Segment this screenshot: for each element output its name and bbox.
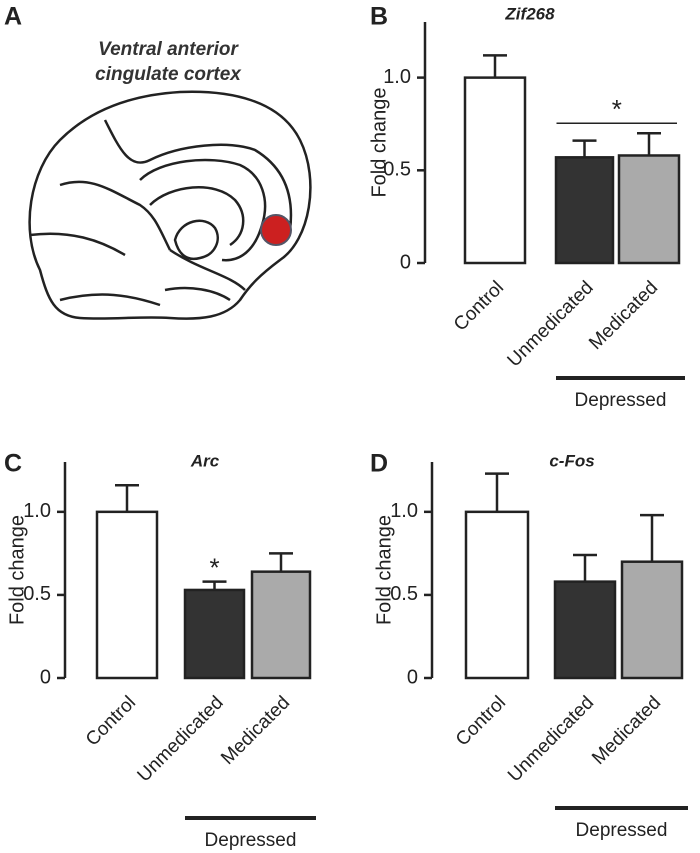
bar: [620, 560, 684, 680]
x-tick-label: Medicated: [588, 692, 665, 769]
y-axis-label: Fold change: [6, 515, 28, 625]
y-tick-label: 1.0: [383, 66, 411, 88]
panel-label: C: [4, 450, 22, 478]
y-tick-label: 0: [40, 666, 51, 688]
bar: [464, 510, 530, 680]
x-tick-label: Medicated: [217, 692, 294, 769]
bar: [463, 76, 527, 265]
chart-title: Arc: [190, 451, 220, 470]
y-axis-label: Fold change: [373, 515, 395, 625]
group-label: Depressed: [205, 830, 297, 851]
region-marker: [260, 214, 292, 246]
group-label: Depressed: [576, 820, 668, 841]
x-tick-label: Unmedicated: [504, 692, 598, 786]
diagram-title: Ventral anterior: [98, 39, 239, 60]
y-tick-label: 0: [400, 251, 411, 273]
group-label: Depressed: [575, 390, 667, 411]
significance-marker: *: [612, 94, 622, 124]
bar: [554, 156, 615, 265]
bar: [183, 588, 246, 680]
bar: [553, 580, 617, 680]
brain-outline: [28, 90, 312, 320]
y-tick-label: 0.5: [383, 159, 411, 181]
y-tick-label: 0.5: [390, 583, 418, 605]
x-tick-label: Unmedicated: [134, 692, 228, 786]
bar: [617, 154, 681, 265]
x-tick-label: Medicated: [585, 277, 662, 354]
y-tick-label: 1.0: [23, 500, 51, 522]
panel-label: D: [370, 450, 388, 478]
x-tick-label: Control: [450, 277, 508, 335]
panel-label: B: [370, 3, 388, 31]
x-tick-label: Control: [82, 692, 140, 750]
y-tick-label: 0: [407, 666, 418, 688]
y-tick-label: 1.0: [390, 500, 418, 522]
bar: [95, 510, 159, 680]
bar: [250, 570, 312, 680]
diagram-title: cingulate cortex: [95, 64, 242, 85]
x-tick-label: Control: [452, 692, 510, 750]
y-tick-label: 0.5: [23, 583, 51, 605]
panel-label: A: [4, 3, 22, 31]
significance-marker: *: [209, 553, 219, 583]
y-axis-label: Fold change: [368, 87, 390, 197]
chart-title: Zif268: [504, 4, 555, 23]
chart-title: c-Fos: [549, 451, 594, 470]
x-tick-label: Unmedicated: [504, 277, 598, 371]
